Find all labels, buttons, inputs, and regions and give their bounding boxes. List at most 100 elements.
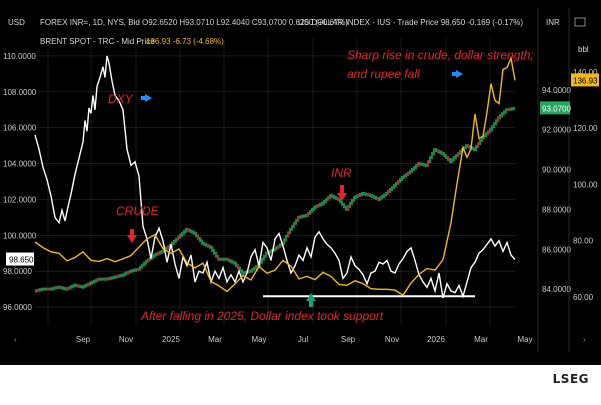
inr-candle <box>389 187 391 193</box>
inr-candle <box>327 195 329 201</box>
inr-candle <box>371 193 373 198</box>
chart-area[interactable]: Sep Nov 2025 Mar May Jul Sep Nov 2026 Mar May 96.00… <box>0 0 601 365</box>
inr-candle <box>65 287 67 291</box>
bbl-axis-label: bbl <box>578 45 589 54</box>
inr-candle <box>273 247 275 252</box>
inr-candle <box>111 276 113 280</box>
inr-candle <box>457 152 459 158</box>
inr-candle <box>369 193 371 197</box>
inr-candle <box>307 211 309 217</box>
x-tick-label: Mar <box>208 335 222 344</box>
brent-values: 136.93 -6.73 (-4.68%) <box>146 37 224 46</box>
inr-candle <box>503 110 505 116</box>
inr-candle <box>359 192 361 197</box>
inr-candle <box>299 215 301 219</box>
inr-candle <box>157 251 159 256</box>
inr-candle <box>443 152 445 158</box>
usd-axis-label: USD <box>8 18 25 27</box>
arrow-icon <box>141 96 146 100</box>
usd-tick-label: 110.0000 <box>3 52 36 61</box>
inr-candle <box>247 270 249 274</box>
inr-candle <box>245 270 247 275</box>
inr-candle <box>455 154 457 160</box>
inr-candle <box>97 277 99 282</box>
inr-candle <box>395 181 397 187</box>
inr-candle <box>251 268 253 273</box>
left-scroll-icon: ‹ <box>14 335 17 344</box>
inr-candle <box>477 142 479 149</box>
inr-candle <box>333 194 335 199</box>
inr-candle <box>437 149 439 154</box>
inr-candle <box>181 231 183 237</box>
inr-candle <box>37 288 39 293</box>
x-tick-label: Sep <box>76 335 91 344</box>
inr-candle <box>115 275 117 279</box>
inr-candle <box>261 257 263 264</box>
inr-candle <box>193 230 195 235</box>
inr-candle <box>311 207 313 213</box>
inr-candle <box>43 287 45 291</box>
inr-candle <box>289 227 291 235</box>
inr-candle <box>41 287 43 292</box>
inr-candle <box>139 265 141 271</box>
inr-candle <box>501 112 503 118</box>
inr-candle <box>189 228 191 233</box>
inr-candle <box>223 257 225 261</box>
brent-last-badge <box>571 73 599 87</box>
inr-candle <box>95 278 97 283</box>
inr-candle <box>479 139 481 146</box>
x-tick-label: Nov <box>119 335 133 344</box>
inr-candle <box>207 243 209 248</box>
inr-candle <box>325 197 327 203</box>
inr-candle <box>435 148 437 153</box>
inr-candle <box>301 214 303 219</box>
inr-candle <box>205 242 207 247</box>
inr-candle <box>257 263 259 269</box>
inr-candle <box>125 271 127 276</box>
inr-candle <box>219 257 221 261</box>
inr-candle <box>123 272 125 277</box>
inr-candle <box>417 162 419 168</box>
bbl-tick-label: 120.00 <box>573 124 598 133</box>
inr-candle <box>127 270 129 275</box>
inr-candle <box>291 224 293 231</box>
inr-candle <box>469 145 471 150</box>
usd-tick-label: 106.0000 <box>3 124 37 133</box>
inr-candle <box>167 245 169 250</box>
brent-line <box>34 55 516 297</box>
usd-tick-label: 104.0000 <box>3 160 37 169</box>
inr-candle <box>433 148 435 156</box>
inr-candle <box>377 196 379 201</box>
inr-candle <box>507 107 509 112</box>
inr-candle <box>511 107 513 111</box>
inr-candle <box>413 166 415 172</box>
x-tick-label: May <box>251 335 266 344</box>
inr-tick-label: 88.0000 <box>542 205 571 214</box>
inr-candle <box>337 196 339 201</box>
inr-candle <box>459 150 461 156</box>
inr-candle <box>421 162 423 167</box>
inr-tick-label: 94.0000 <box>542 86 571 95</box>
inr-candle <box>345 205 347 211</box>
inr-candle <box>215 251 217 258</box>
inr-candle <box>513 106 515 111</box>
arrow-icon <box>145 94 152 102</box>
inr-candle <box>221 257 223 261</box>
inr-candle <box>39 288 41 292</box>
inr-candle <box>505 108 507 114</box>
inr-candle <box>83 284 85 289</box>
inr-candle <box>323 199 325 205</box>
inr-candle <box>347 204 349 211</box>
inr-candle <box>63 286 65 291</box>
x-tick-label: Sep <box>341 335 356 344</box>
inr-candle <box>489 128 491 134</box>
inr-candle <box>203 241 205 246</box>
inr-candle <box>447 156 449 162</box>
inr-candle <box>151 255 153 260</box>
inr-candle <box>229 258 231 263</box>
inr-candle <box>381 194 383 200</box>
inr-candle <box>383 193 385 198</box>
dxy-line <box>34 55 516 299</box>
inr-candle <box>165 246 167 252</box>
inr-candle <box>497 116 499 123</box>
